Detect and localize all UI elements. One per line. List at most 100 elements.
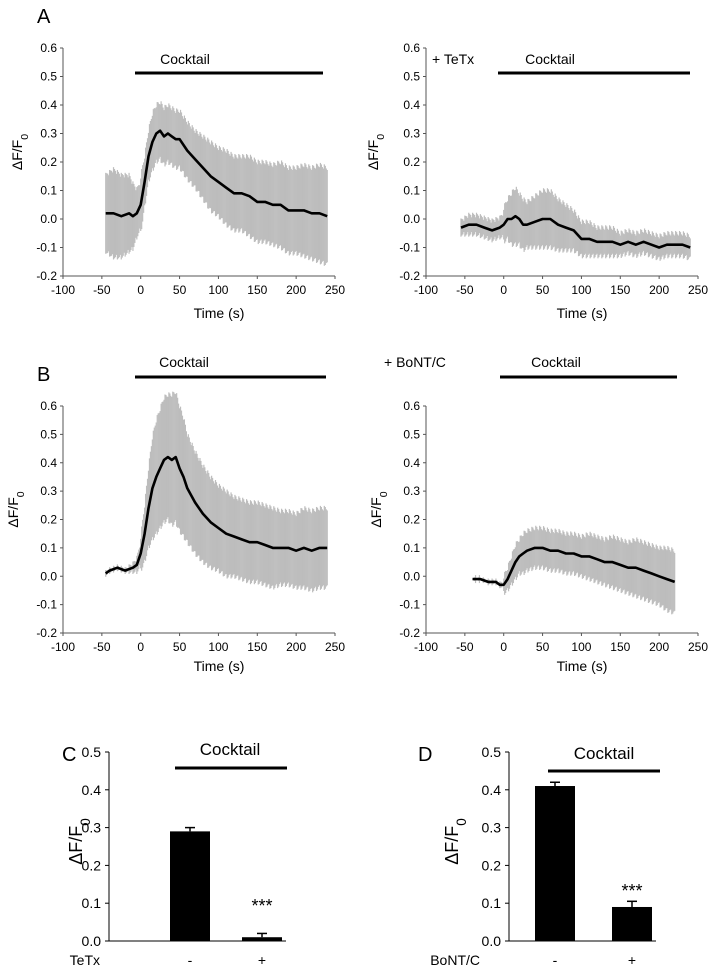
y-tick-label: 0.4 xyxy=(482,782,502,798)
factor-label: BoNT/C xyxy=(430,952,480,968)
chart-title: Cocktail xyxy=(531,354,581,370)
y-tick-label: 0.4 xyxy=(40,98,57,112)
x-tick-label: 150 xyxy=(610,283,630,297)
x-tick-label: -50 xyxy=(456,283,474,297)
bar xyxy=(535,786,575,941)
timecourse-chart-2: -0.2 -0.1 0.0 0.1 0.2 0.3 0.4 0.5 0.6 -100 -50 0 50 1… xyxy=(365,41,708,321)
x-tick-label: 100 xyxy=(208,640,228,654)
sem-error-band xyxy=(105,101,328,266)
x-tick-label: -100 xyxy=(51,283,75,297)
y-tick-label: -0.1 xyxy=(36,241,57,255)
y-tick-label: -0.2 xyxy=(36,269,57,283)
y-axis-label-main: ΔF/F xyxy=(365,140,381,170)
y-tick-label: 0.2 xyxy=(82,857,102,873)
y-axis-label-subscript: 0 xyxy=(19,134,31,140)
y-tick-label: 0.0 xyxy=(82,933,102,949)
y-tick-label: 0.4 xyxy=(82,782,102,798)
chart-title: Cocktail xyxy=(159,354,209,370)
y-tick-label: 0.2 xyxy=(40,155,57,169)
x-axis-label: Time (s) xyxy=(557,658,608,674)
panel-letter: A xyxy=(37,6,51,28)
x-tick-label: 250 xyxy=(325,283,345,297)
y-tick-label: 0.5 xyxy=(40,427,57,441)
y-tick-label: 0.4 xyxy=(40,456,57,470)
y-axis-label: ΔF/F0 xyxy=(442,818,469,865)
x-tick-label: 200 xyxy=(649,640,669,654)
y-axis-label-subscript: 0 xyxy=(454,818,469,826)
x-tick-label: -50 xyxy=(456,640,474,654)
x-tick-label: 250 xyxy=(325,640,345,654)
x-tick-label: 250 xyxy=(688,640,708,654)
sem-error-band xyxy=(460,186,691,261)
y-tick-label: 0.5 xyxy=(40,70,57,84)
panel-letter: D xyxy=(418,744,432,766)
x-tick-label: 50 xyxy=(536,283,550,297)
x-tick-label: 0 xyxy=(137,283,144,297)
y-axis-label-subscript: 0 xyxy=(375,134,387,140)
y-tick-label: 0.0 xyxy=(403,212,420,226)
x-tick-label: 0 xyxy=(500,640,507,654)
significance-label: *** xyxy=(621,881,642,901)
y-tick-label: 0.1 xyxy=(40,184,57,198)
category-label: - xyxy=(188,952,193,968)
x-tick-label: 150 xyxy=(610,640,630,654)
y-tick-label: -0.1 xyxy=(36,598,57,612)
y-tick-label: 0.6 xyxy=(40,399,57,413)
y-axis-label-main: ΔF/F xyxy=(442,826,462,865)
x-axis-label: Time (s) xyxy=(194,658,245,674)
y-axis-label-main: ΔF/F xyxy=(5,497,21,527)
y-tick-label: 0.2 xyxy=(403,155,420,169)
x-tick-label: -100 xyxy=(414,640,438,654)
x-tick-label: 50 xyxy=(173,640,187,654)
x-tick-label: 250 xyxy=(688,283,708,297)
mean-trace-line xyxy=(105,129,328,218)
y-tick-label: 0.2 xyxy=(482,857,502,873)
category-label: + xyxy=(258,952,266,968)
category-label: - xyxy=(553,952,558,968)
y-tick-label: 0.5 xyxy=(482,744,502,760)
y-tick-label: 0.6 xyxy=(40,41,57,55)
y-axis-label: ΔF/F0 xyxy=(9,134,31,170)
bar xyxy=(612,906,652,941)
x-tick-label: -50 xyxy=(93,640,111,654)
y-tick-label: 0.3 xyxy=(40,484,57,498)
significance-label: *** xyxy=(251,896,272,916)
chart-title: Cocktail xyxy=(574,744,634,763)
timecourse-chart-3: -0.2 -0.1 0.0 0.1 0.2 0.3 0.4 0.5 0.6 -100 -50 0 50 1… xyxy=(5,354,345,674)
x-tick-label: 100 xyxy=(208,283,228,297)
x-tick-label: -50 xyxy=(93,283,111,297)
x-tick-label: 100 xyxy=(571,283,591,297)
y-tick-label: -0.2 xyxy=(36,626,57,640)
x-tick-label: 0 xyxy=(137,640,144,654)
bar-chart-2: 0.0 0.1 0.2 0.3 0.4 0.5 ΔF/F0 - + *** Cocktail BoNT… xyxy=(418,744,660,968)
chart-title: Cocktail xyxy=(160,51,210,67)
y-axis-label: ΔF/F0 xyxy=(5,491,27,527)
panel-letter: B xyxy=(37,364,50,386)
y-axis-label-main: ΔF/F xyxy=(9,140,25,170)
y-tick-label: 0.1 xyxy=(403,184,420,198)
x-tick-label: 100 xyxy=(571,640,591,654)
y-tick-label: -0.1 xyxy=(399,598,420,612)
y-tick-label: 0.3 xyxy=(82,820,102,836)
y-axis-label-subscript: 0 xyxy=(378,491,390,497)
timecourse-chart-4: -0.2 -0.1 0.0 0.1 0.2 0.3 0.4 0.5 0.6 -100 -50 0 50 1… xyxy=(368,354,708,674)
y-tick-label: 0.0 xyxy=(40,212,57,226)
chart-title: Cocktail xyxy=(200,740,260,759)
category-label: + xyxy=(628,952,636,968)
condition-label: + TeTx xyxy=(432,51,474,67)
timecourse-chart-1: -0.2 -0.1 0.0 0.1 0.2 0.3 0.4 0.5 0.6 -100 -50 0 50 1… xyxy=(9,6,345,321)
y-tick-label: 0.2 xyxy=(40,513,57,527)
x-tick-label: 200 xyxy=(286,640,306,654)
mean-trace-line xyxy=(104,455,328,575)
y-tick-label: 0.6 xyxy=(403,41,420,55)
y-tick-label: 0.0 xyxy=(403,569,420,583)
y-axis-label-main: ΔF/F xyxy=(368,497,384,527)
y-axis-label-subscript: 0 xyxy=(15,491,27,497)
mean-trace-line xyxy=(472,546,676,587)
x-tick-label: 150 xyxy=(247,640,267,654)
y-axis-label: ΔF/F0 xyxy=(365,134,387,170)
y-tick-label: 0.3 xyxy=(482,820,502,836)
x-tick-label: -100 xyxy=(51,640,75,654)
y-tick-label: 0.1 xyxy=(40,541,57,555)
